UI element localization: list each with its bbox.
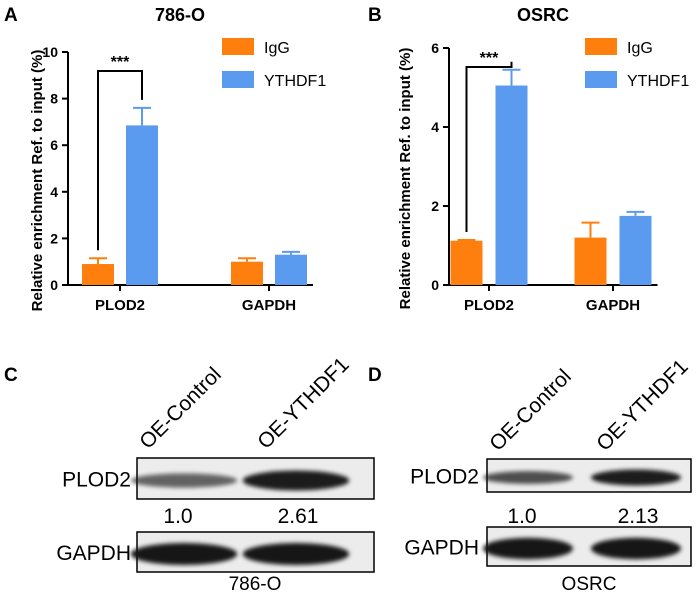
significance-bracket bbox=[465, 61, 513, 232]
legend-swatch-ythdf1 bbox=[222, 71, 254, 88]
western-blot-osrc: OE-Control OE-YTHDF1 PLOD2 GAPDH 1.0 2.13 OSRC bbox=[404, 355, 692, 595]
lane-label-0: OE-Control bbox=[485, 365, 576, 456]
legend-swatch-igg bbox=[585, 38, 617, 55]
bar-ythdf1-gapdh bbox=[619, 215, 652, 285]
bar-ythdf1-plod2 bbox=[495, 85, 528, 286]
band-gapdh-lane-0 bbox=[483, 537, 573, 560]
legend-swatch-igg bbox=[222, 38, 254, 55]
bar-igg-gapdh bbox=[574, 237, 607, 285]
band-gapdh-lane-1 bbox=[242, 543, 350, 565]
bar-ythdf1-plod2 bbox=[126, 125, 158, 286]
western-blot-786-o: OE-Control OE-YTHDF1 PLOD2 GAPDH 1.0 2.61 786-… bbox=[56, 353, 375, 595]
lane-label-1: OE-YTHDF1 bbox=[592, 355, 692, 455]
legend-label-igg: IgG bbox=[627, 40, 653, 57]
y-tick-label: 0 bbox=[431, 277, 439, 293]
chart-title: 786-O bbox=[155, 5, 205, 25]
band-plod2-lane-0 bbox=[130, 473, 238, 488]
bar-igg-plod2 bbox=[82, 264, 114, 285]
y-axis-label: Relative enrichment Ref. to input (%) bbox=[29, 50, 46, 312]
quant-value-0: 1.0 bbox=[163, 505, 192, 528]
chart-786-o: 786-O Relative enrichment Ref. to input (… bbox=[29, 5, 326, 314]
row-label-plod2: PLOD2 bbox=[62, 469, 131, 492]
y-tick-label: 10 bbox=[42, 44, 58, 60]
row-label-plod2: PLOD2 bbox=[410, 466, 479, 489]
legend-label-igg: IgG bbox=[264, 40, 290, 57]
x-tick-label: PLOD2 bbox=[95, 297, 145, 314]
significance-stars: *** bbox=[111, 54, 130, 71]
legend-swatch-ythdf1 bbox=[585, 71, 617, 88]
panel-letter-c: C bbox=[4, 365, 18, 386]
y-tick-label: 2 bbox=[50, 230, 58, 246]
y-tick-label: 4 bbox=[50, 184, 58, 200]
lane-label-0: OE-Control bbox=[135, 363, 226, 454]
bar-igg-plod2 bbox=[450, 240, 483, 285]
quant-value-1: 2.61 bbox=[278, 505, 319, 528]
bar-ythdf1-gapdh bbox=[275, 254, 307, 285]
band-plod2-lane-1 bbox=[242, 470, 350, 491]
x-tick-label: PLOD2 bbox=[464, 297, 514, 314]
y-tick-label: 2 bbox=[431, 198, 439, 214]
chart-osrc: OSRC Relative enrichment Ref. to input (%… bbox=[397, 5, 689, 314]
cell-line-label: 786-O bbox=[229, 574, 282, 595]
panel-letter-d: D bbox=[368, 365, 382, 386]
chart-title: OSRC bbox=[517, 5, 569, 25]
significance-stars: *** bbox=[480, 50, 499, 67]
lane-label-1: OE-YTHDF1 bbox=[253, 353, 353, 453]
cell-line-label: OSRC bbox=[562, 574, 617, 595]
quant-value-0: 1.0 bbox=[507, 505, 536, 528]
bar-igg-gapdh bbox=[231, 261, 263, 285]
y-tick-label: 4 bbox=[431, 119, 439, 135]
band-plod2-lane-1 bbox=[591, 469, 681, 486]
legend-label-ythdf1: YTHDF1 bbox=[264, 73, 326, 90]
x-tick-label: GAPDH bbox=[586, 297, 640, 314]
quant-value-1: 2.13 bbox=[618, 505, 659, 528]
y-tick-label: 8 bbox=[50, 91, 58, 107]
y-axis-label: Relative enrichment Ref. to input (%) bbox=[397, 48, 414, 310]
panel-letter-a: A bbox=[4, 5, 18, 26]
band-gapdh-lane-0 bbox=[130, 543, 238, 565]
x-tick-label: GAPDH bbox=[242, 297, 296, 314]
y-tick-label: 0 bbox=[50, 277, 58, 293]
band-plod2-lane-0 bbox=[483, 471, 573, 484]
y-tick-label: 6 bbox=[431, 40, 439, 56]
row-label-gapdh: GAPDH bbox=[404, 537, 479, 560]
y-tick-label: 6 bbox=[50, 137, 58, 153]
legend-label-ythdf1: YTHDF1 bbox=[627, 73, 689, 90]
band-gapdh-lane-1 bbox=[591, 537, 681, 560]
row-label-gapdh: GAPDH bbox=[56, 542, 131, 565]
panel-letter-b: B bbox=[368, 5, 382, 26]
significance-bracket bbox=[97, 70, 143, 251]
